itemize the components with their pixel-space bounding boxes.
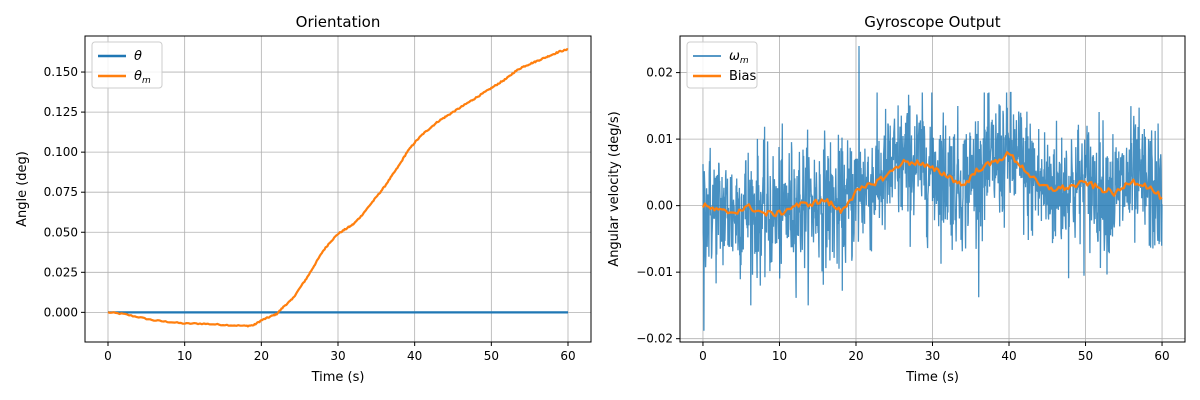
chart-2: 0 10 20 30 40 50 60 −0.02 −0.01 0.00 0.01 0.02 Gyros… — [607, 13, 1186, 385]
x-tick-label: 40 — [1001, 349, 1016, 363]
x-tick-label: 50 — [484, 349, 499, 363]
chart-title: Gyroscope Output — [864, 13, 1000, 31]
series-line-omega-m — [702, 45, 1163, 331]
x-tick-label: 30 — [330, 349, 345, 363]
y-tick-label: −0.01 — [636, 265, 673, 279]
y-tick-label: 0.075 — [44, 185, 78, 199]
legend-label: ωm — [729, 49, 749, 66]
series-line-theta-m — [107, 48, 569, 328]
legend: θ θm — [91, 41, 163, 89]
legend-box — [91, 41, 163, 89]
x-tick-label: 30 — [925, 349, 940, 363]
series-line-bias — [702, 151, 1163, 218]
y-tick-label: 0.025 — [44, 265, 78, 279]
x-axis-label: Time (s) — [311, 370, 365, 385]
x-axis-label: Time (s) — [905, 370, 959, 385]
x-tick-label: 10 — [177, 349, 192, 363]
x-tick-label: 20 — [254, 349, 269, 363]
chart-1: 0 10 20 30 40 50 60 0.000 0.025 0.050 0.075 0.100 0.… — [15, 13, 592, 385]
plot-area — [702, 45, 1163, 331]
legend: ωm Bias — [686, 41, 758, 89]
y-tick-label: 0.050 — [44, 225, 78, 239]
y-axis-label: Angular velocity (deg/s) — [607, 111, 622, 266]
legend-label: θ — [134, 49, 142, 64]
x-tick-label: 0 — [104, 349, 112, 363]
y-tick-label: 0.02 — [646, 66, 673, 80]
x-tick-label: 60 — [1154, 349, 1169, 363]
plot-area — [107, 48, 569, 328]
y-tick-label: 0.125 — [44, 105, 78, 119]
y-tick-label: −0.02 — [636, 332, 673, 346]
y-tick-label: 0.100 — [44, 145, 78, 159]
y-tick-label: 0.000 — [44, 305, 78, 319]
x-tick-label: 0 — [699, 349, 707, 363]
y-tick-label: 0.00 — [646, 199, 673, 213]
x-tick-label: 10 — [772, 349, 787, 363]
y-tick-label: 0.150 — [44, 65, 78, 79]
x-tick-label: 20 — [848, 349, 863, 363]
x-tick-label: 50 — [1078, 349, 1093, 363]
y-axis-label: Angle (deg) — [15, 151, 30, 227]
legend-label: θm — [134, 69, 151, 86]
chart-title: Orientation — [296, 13, 381, 31]
legend-label: Bias — [729, 69, 756, 84]
y-tick-label: 0.01 — [646, 132, 673, 146]
x-tick-label: 60 — [560, 349, 575, 363]
x-tick-label: 40 — [407, 349, 422, 363]
